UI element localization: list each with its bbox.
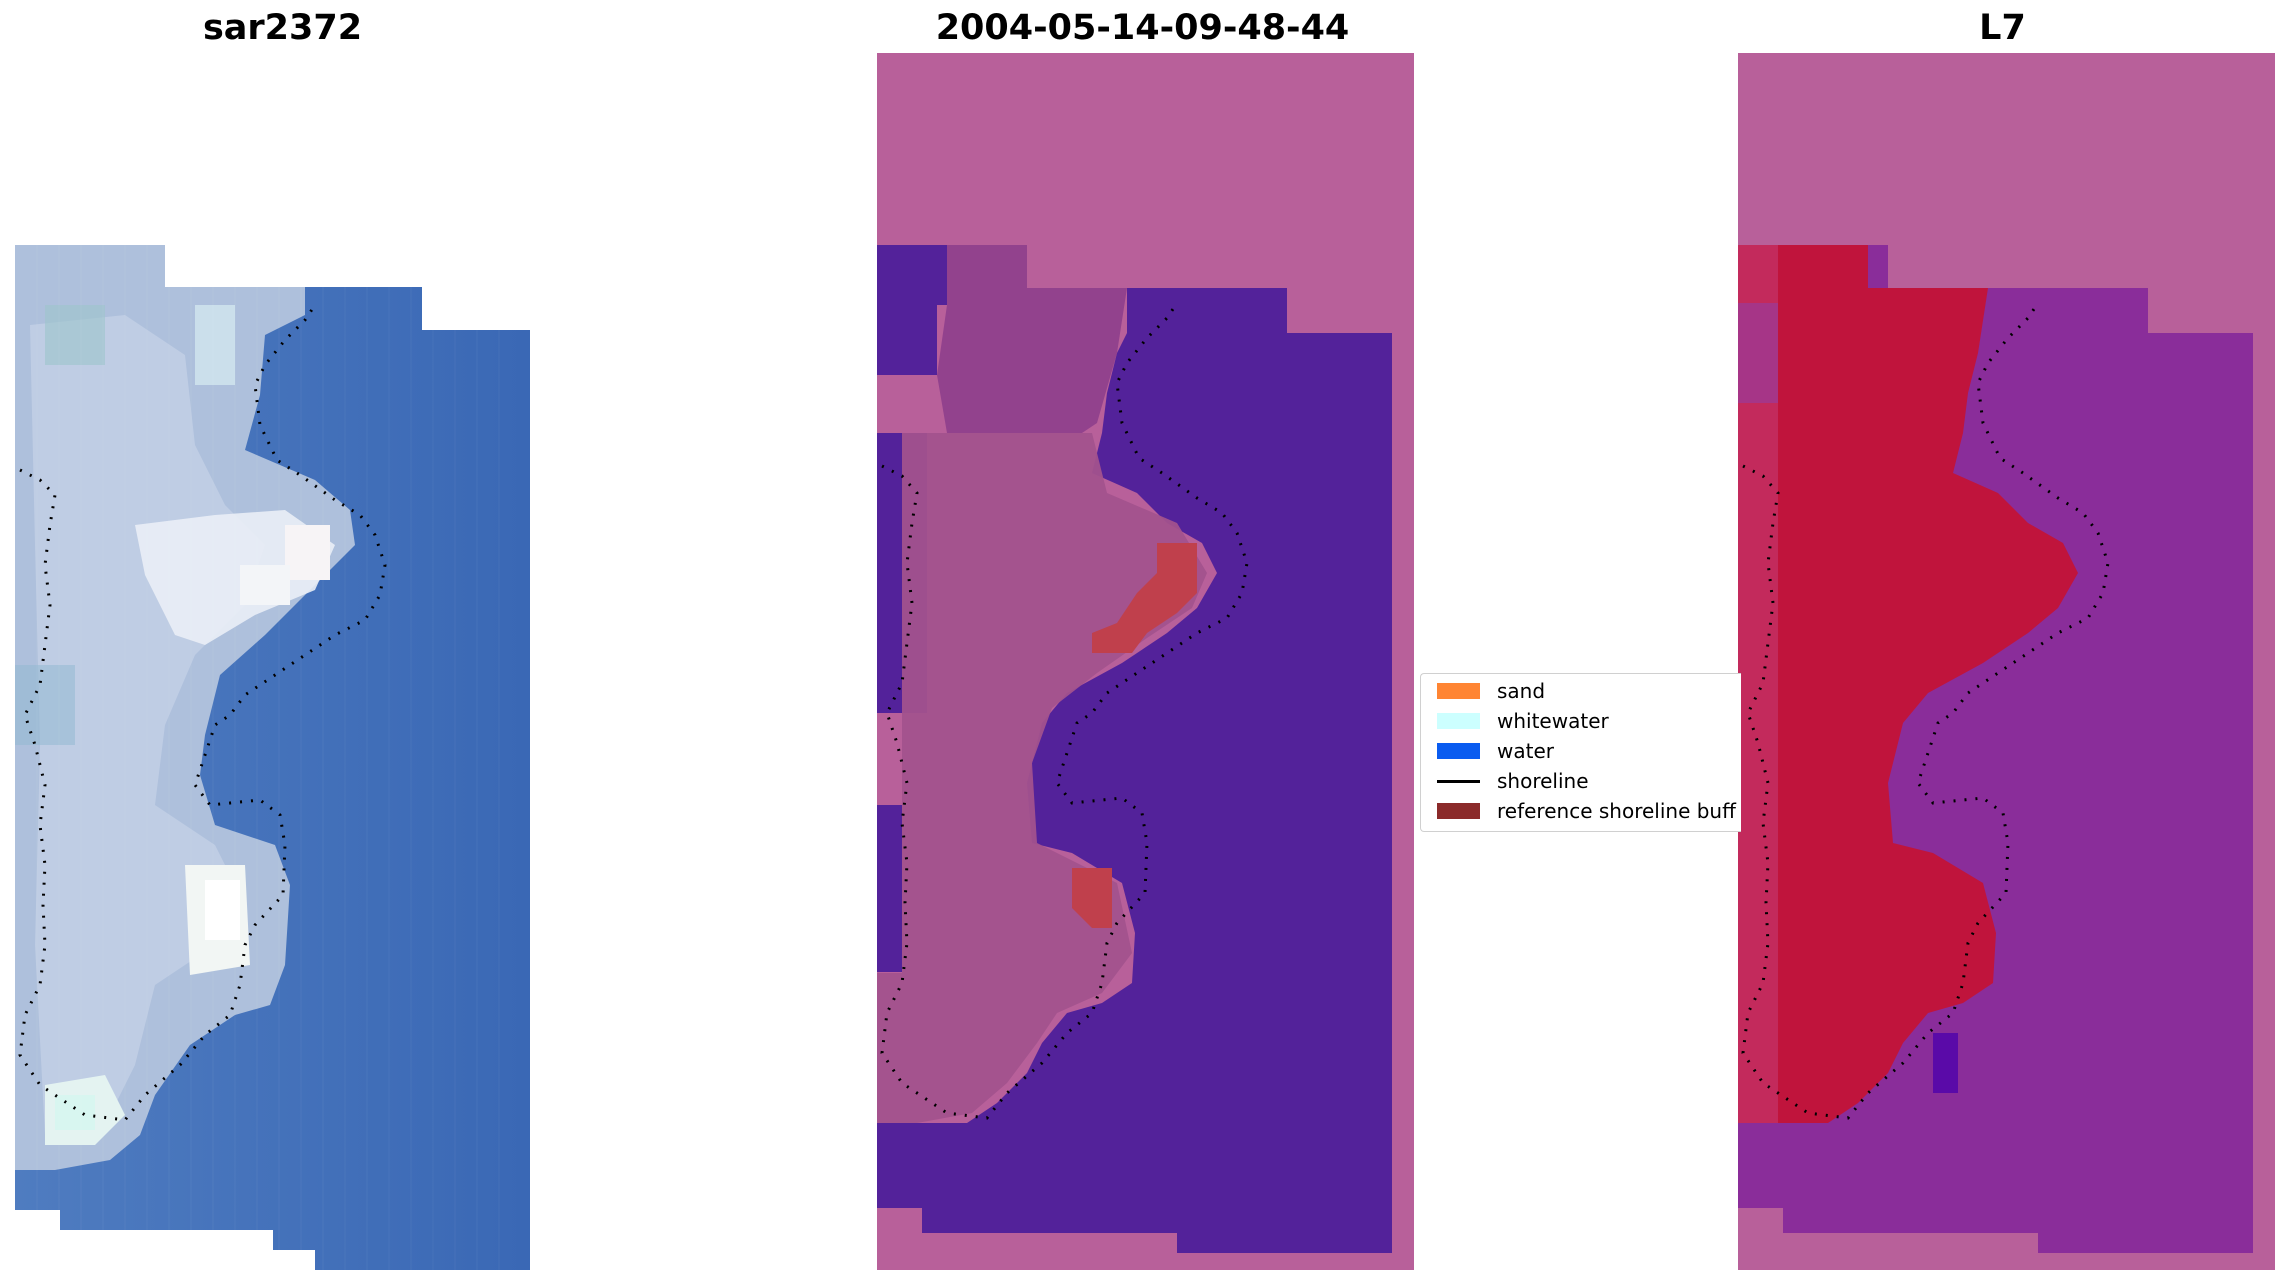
classified-buffer-lower xyxy=(1072,868,1112,928)
legend-label-shoreline: shoreline xyxy=(1497,769,1589,793)
shoreline-line-swatch xyxy=(1437,780,1480,783)
index-land xyxy=(1738,245,2078,1123)
legend-label-whitewater: whitewater xyxy=(1497,709,1609,733)
classified-buffer-upper xyxy=(1092,543,1197,653)
index-image-panel xyxy=(1738,53,2275,1270)
legend-label-sand: sand xyxy=(1497,679,1546,703)
legend-label-reference-buffer: reference shoreline buff xyxy=(1497,799,1736,823)
sand-swatch xyxy=(1437,683,1480,699)
reference-buffer-swatch xyxy=(1437,803,1480,819)
rgb-shoreline xyxy=(18,304,387,1122)
classified-image-panel xyxy=(877,53,1414,1270)
legend: sand whitewater water shoreline referenc… xyxy=(1420,673,1741,832)
rgb-pixel-grid xyxy=(36,245,500,1270)
whitewater-swatch xyxy=(1437,713,1480,729)
classified-shoreline xyxy=(880,302,1249,1120)
panel-title-sar: sar2372 xyxy=(202,8,363,48)
panel-title-date: 2004-05-14-09-48-44 xyxy=(935,8,1350,48)
water-swatch xyxy=(1437,743,1480,759)
classified-land-dark xyxy=(937,245,1127,433)
classified-land xyxy=(877,433,1207,1123)
panel-title-sensor: L7 xyxy=(1979,8,2026,48)
index-shoreline xyxy=(1741,302,2110,1120)
classified-water xyxy=(877,245,1392,1253)
rgb-image-panel xyxy=(15,245,530,1270)
index-land-edge xyxy=(1738,245,1778,1123)
legend-label-water: water xyxy=(1497,739,1554,763)
